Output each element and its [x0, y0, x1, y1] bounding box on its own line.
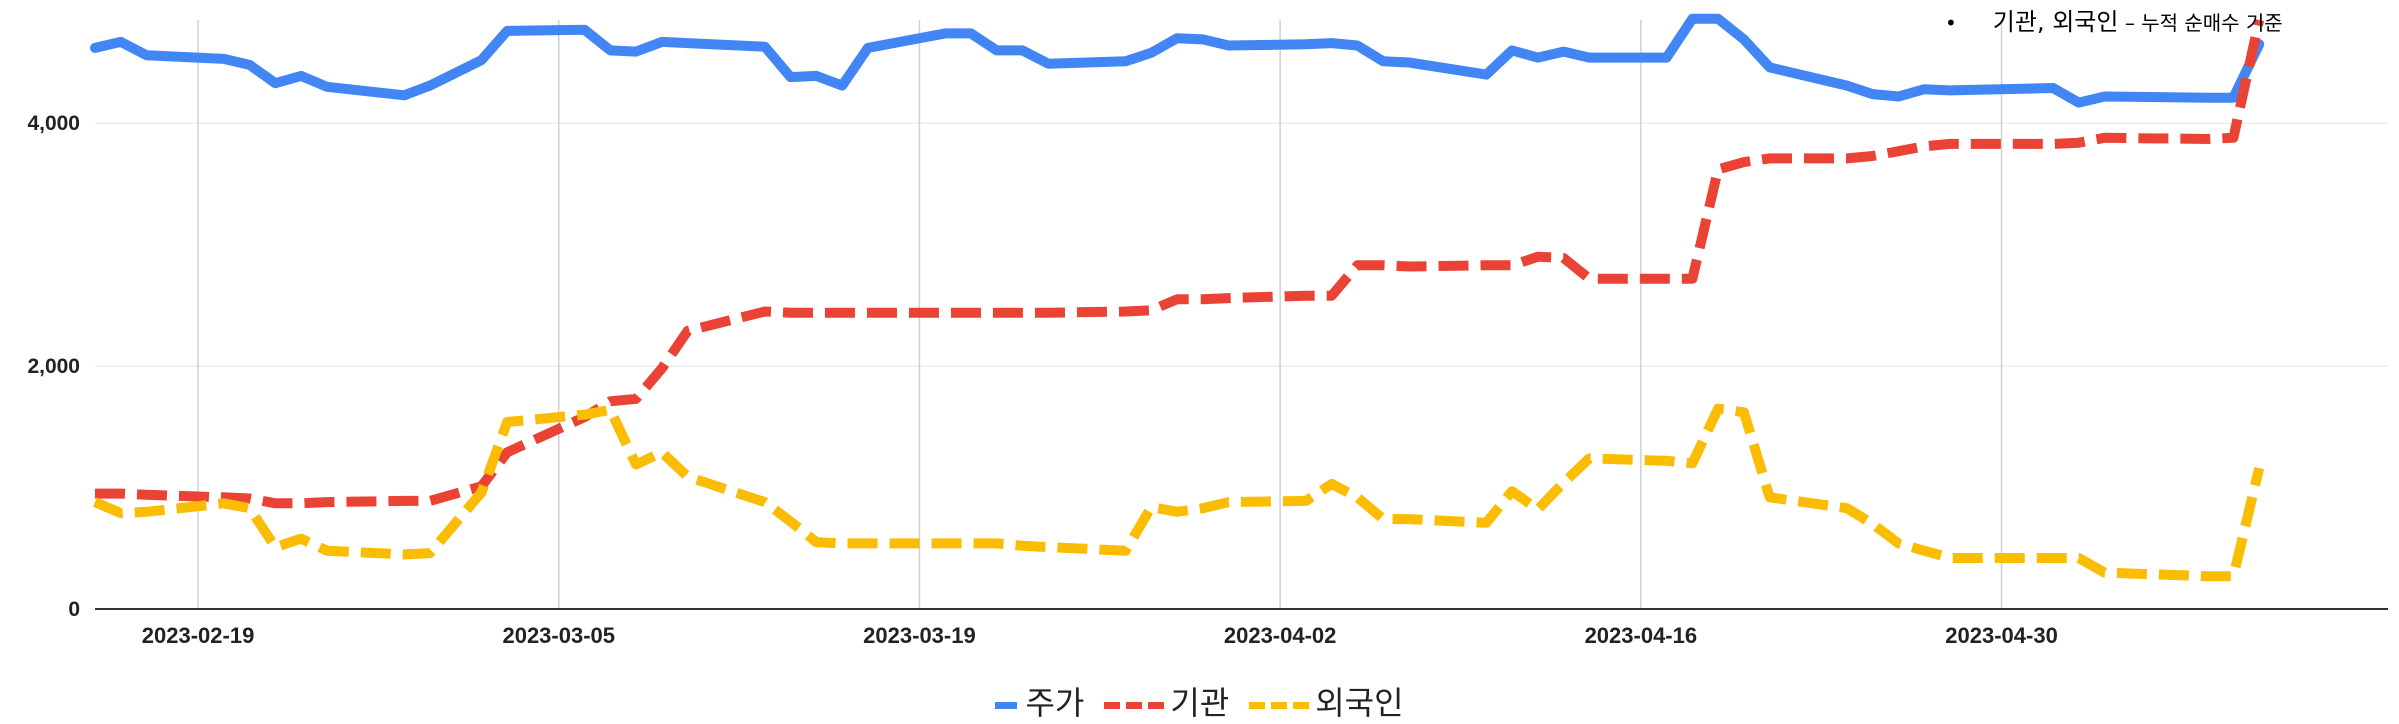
annotation-note: • 기관, 외국인 – 누적 순매수 기준: [1945, 2, 2283, 37]
legend-swatch: [1126, 701, 1143, 709]
chart-legend: 주가 기관 외국인: [0, 678, 2399, 724]
grid-lines: [95, 20, 2388, 609]
x-tick-label: 2023-03-19: [863, 623, 976, 648]
legend-swatch: [1271, 701, 1288, 709]
series-line-2: [95, 18, 2265, 509]
y-tick-label: 0: [68, 598, 80, 621]
legend-item-1: 주가: [995, 678, 1084, 724]
annotation-bullet: •: [1945, 11, 1957, 35]
legend-swatch: [1104, 701, 1121, 709]
legend-label: 기관: [1170, 684, 1230, 722]
x-tick-label: 2023-03-05: [502, 623, 615, 648]
y-tick-label: 2,000: [27, 355, 80, 378]
legend-swatch: [995, 701, 1018, 709]
series-line-3: [93, 403, 2265, 582]
tick-labels: 0 2,000 4,000 2023-02-19 2023-03-05 2023-03-1…: [27, 112, 2057, 648]
legend-item-3: 외국인: [1249, 678, 1404, 724]
x-tick-label: 2023-04-16: [1585, 623, 1698, 648]
legend-item-2: 기관: [1104, 678, 1229, 724]
x-tick-label: 2023-04-30: [1945, 623, 2058, 648]
legend-label: 주가: [1025, 684, 1085, 722]
legend-swatch: [1249, 701, 1266, 709]
y-tick-label: 4,000: [27, 112, 80, 135]
x-tick-label: 2023-02-19: [142, 623, 255, 648]
legend-swatch: [1148, 701, 1165, 709]
legend-swatch: [1293, 701, 1310, 709]
series-line-1: [90, 13, 2265, 108]
x-tick-label: 2023-04-02: [1224, 623, 1337, 648]
series-lines: [90, 13, 2265, 582]
annotation-detail: 누적 순매수 기준: [2141, 11, 2283, 35]
legend-label: 외국인: [1315, 684, 1404, 722]
annotation-label: 기관, 외국인: [1992, 8, 2119, 36]
annotation-dash: –: [2118, 11, 2142, 35]
